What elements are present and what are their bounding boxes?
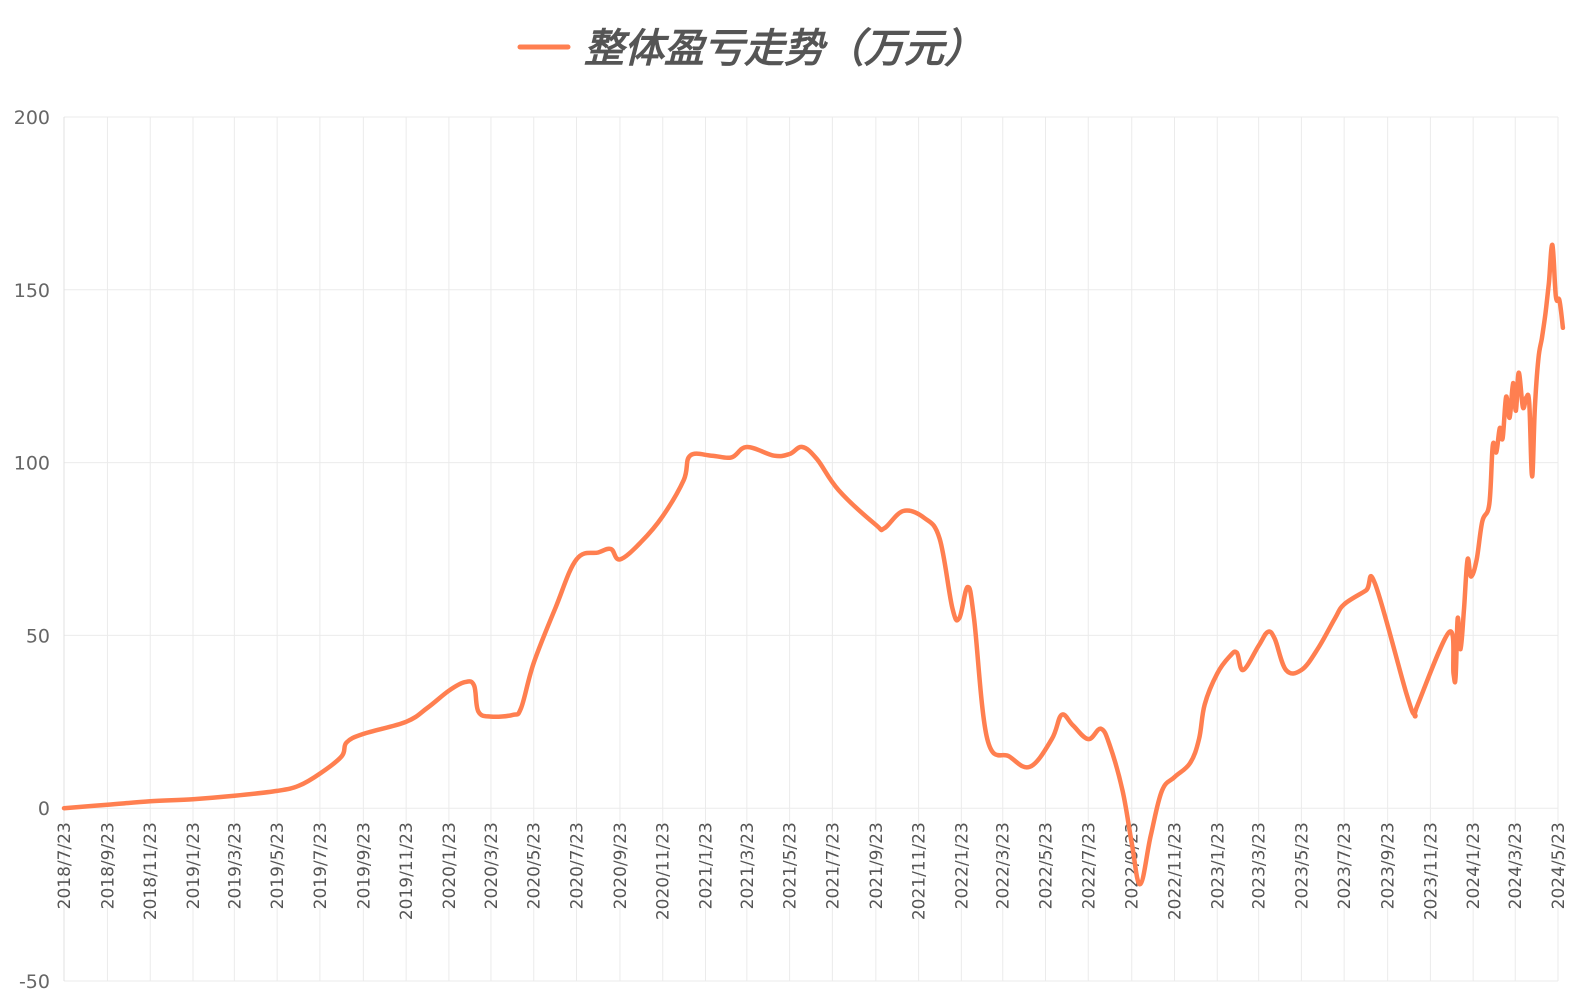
y-tick-label: 50 (26, 625, 50, 647)
x-tick-label: 2019/11/23 (397, 822, 417, 920)
x-tick-label: 2023/5/23 (1292, 822, 1312, 909)
x-tick-label: 2023/1/23 (1208, 822, 1228, 909)
x-tick-label: 2021/11/23 (910, 822, 930, 920)
x-tick-label: 2020/3/23 (482, 822, 502, 909)
x-tick-label: 2022/5/23 (1037, 822, 1057, 909)
x-tick-label: 2019/3/23 (225, 822, 245, 909)
x-tick-label: 2021/5/23 (781, 822, 801, 909)
x-tick-label: 2019/9/23 (354, 822, 374, 909)
x-tick-label: 2023/7/23 (1335, 822, 1355, 909)
x-tick-label: 2018/7/23 (55, 822, 75, 909)
x-tick-label: 2020/11/23 (654, 822, 674, 920)
x-tick-label: 2021/3/23 (738, 822, 758, 909)
y-tick-label: 100 (14, 453, 50, 475)
legend-label: 整体盈亏走势（万元） (584, 26, 984, 72)
legend[interactable]: 整体盈亏走势（万元） (517, 26, 984, 72)
y-tick-label: 0 (38, 798, 50, 820)
x-tick-label: 2022/1/23 (952, 822, 972, 909)
x-tick-label: 2021/9/23 (867, 822, 887, 909)
x-tick-label: 2023/11/23 (1421, 822, 1441, 920)
series-line[interactable] (61, 242, 1566, 887)
series-layer (61, 242, 1566, 887)
x-tick-label: 2018/11/23 (141, 822, 161, 920)
x-tick-label: 2023/9/23 (1379, 822, 1399, 909)
grid-layer (63, 116, 1559, 982)
y-tick-label: 150 (14, 280, 50, 302)
x-tick-label: 2023/3/23 (1250, 822, 1270, 909)
x-tick-label: 2019/7/23 (311, 822, 331, 909)
x-tick-label: 2019/5/23 (268, 822, 288, 909)
x-tick-label: 2020/5/23 (525, 822, 545, 909)
x-tick-label: 2021/1/23 (696, 822, 716, 909)
x-tick-label: 2021/7/23 (823, 822, 843, 909)
x-tick-label: 2024/3/23 (1506, 822, 1526, 909)
x-tick-label: 2020/1/23 (440, 822, 460, 909)
x-tick-label: 2022/7/23 (1079, 822, 1099, 909)
x-tick-label: 2018/9/23 (98, 822, 118, 909)
y-tick-label: -50 (19, 971, 50, 993)
y-tick-label: 200 (14, 107, 50, 129)
x-tick-label: 2019/1/23 (184, 822, 204, 909)
x-tick-label: 2022/9/23 (1123, 822, 1143, 909)
x-tick-label: 2022/3/23 (994, 822, 1014, 909)
x-tick-label: 2020/9/23 (611, 822, 631, 909)
x-tick-label: 2024/1/23 (1464, 822, 1484, 909)
x-tick-label: 2024/5/23 (1549, 822, 1569, 909)
x-tick-label: 2020/7/23 (567, 822, 587, 909)
x-axis-ticks: 2018/7/23 2018/9/23 2018/11/23 2019/1/23 201… (55, 822, 1569, 920)
x-tick-label: 2022/11/23 (1166, 822, 1186, 920)
y-axis-ticks: 200 150 100 50 0 -50 (14, 107, 50, 993)
